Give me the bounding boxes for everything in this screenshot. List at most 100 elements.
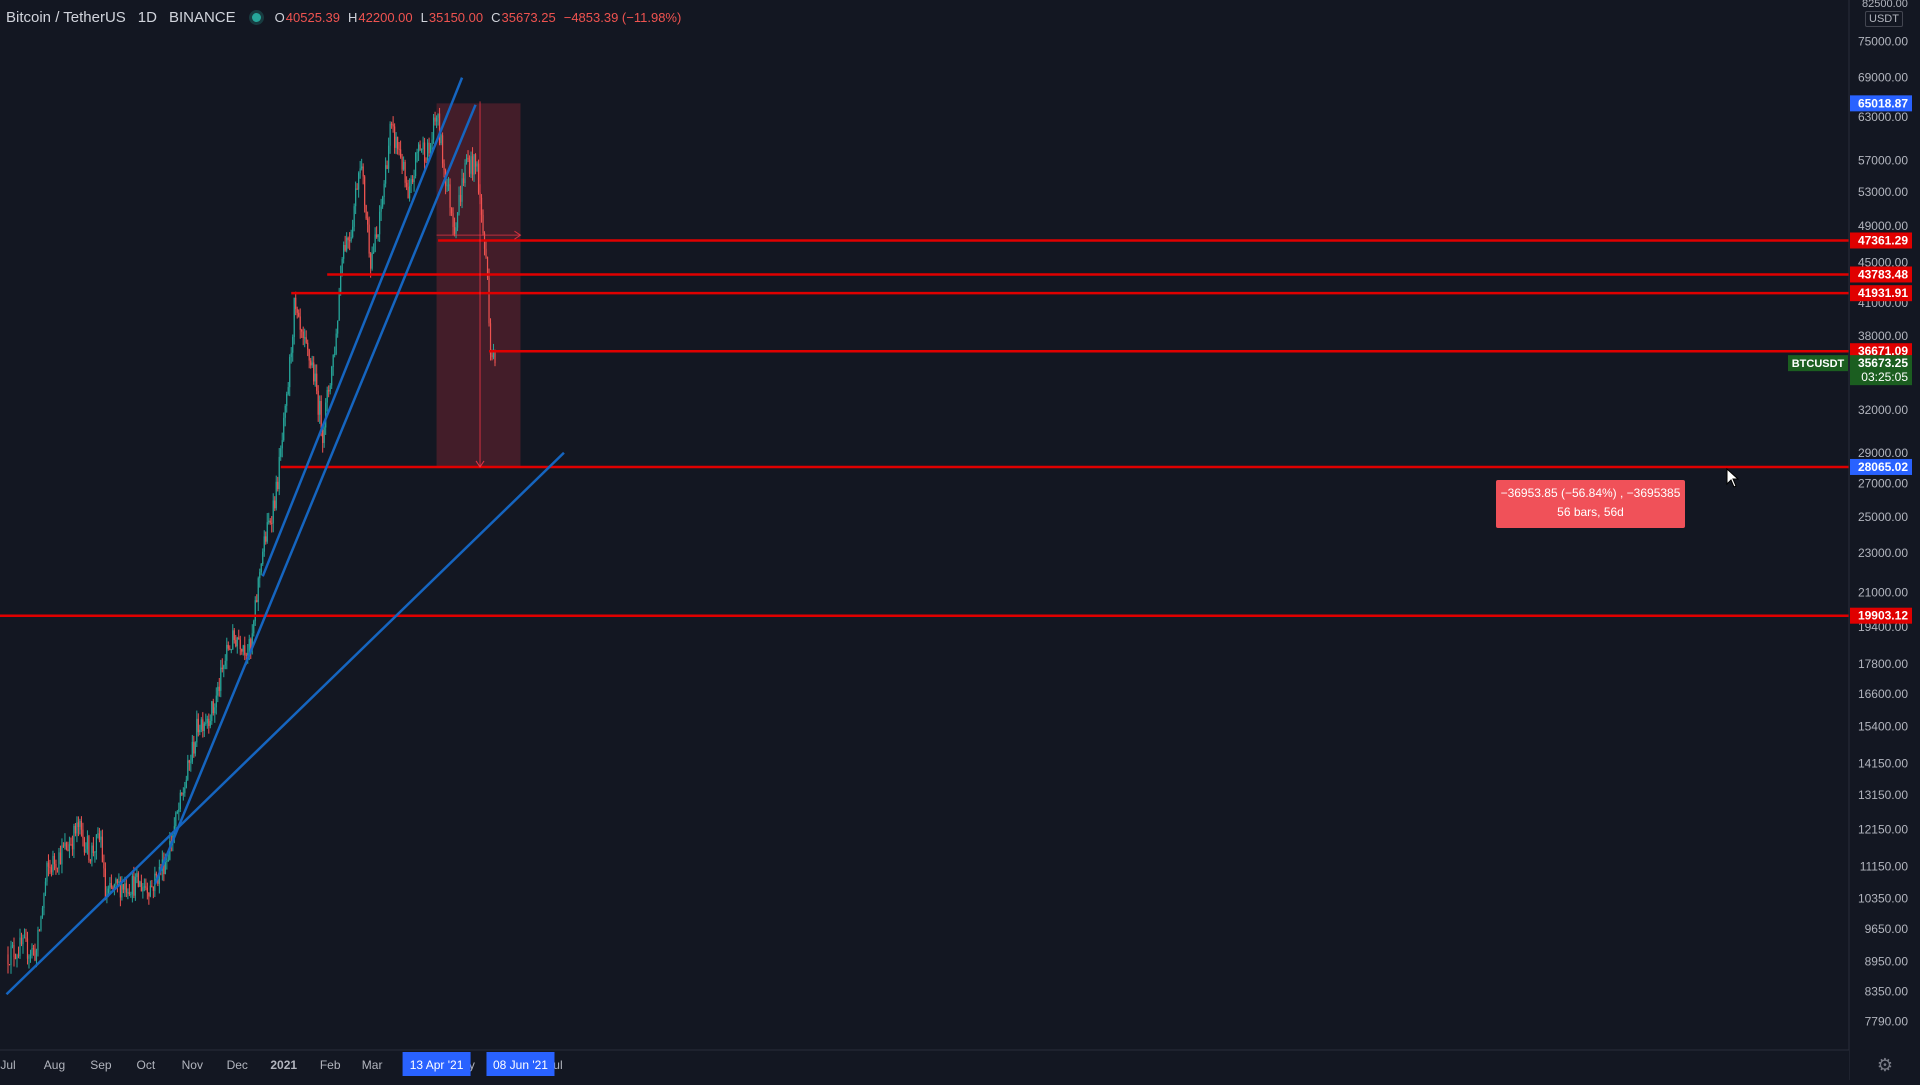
candle-body xyxy=(109,882,111,889)
candle-body xyxy=(443,163,445,171)
candle-body xyxy=(465,157,468,163)
horizontal-levels[interactable] xyxy=(0,239,1849,617)
candle-body xyxy=(70,844,72,846)
candle-body xyxy=(480,197,483,215)
candle-body xyxy=(137,873,139,887)
measure-zone-fill xyxy=(436,103,521,467)
candle-body xyxy=(397,136,399,149)
time-axis[interactable] xyxy=(0,1050,1849,1080)
y-tick-label: 10350.00 xyxy=(1858,892,1908,906)
candle-body xyxy=(212,701,214,714)
price-mark-bg xyxy=(1850,285,1912,302)
candle-body xyxy=(52,855,54,873)
candle-body xyxy=(428,142,430,154)
candle-body xyxy=(310,360,312,366)
candle-body xyxy=(248,639,250,654)
measure-lines xyxy=(436,101,522,468)
candle-body xyxy=(400,149,402,157)
price-marks: 65018.87 47361.29 43783.48 41931.91 36671.09… xyxy=(1788,95,1912,624)
candle-body xyxy=(416,152,418,154)
candle-body xyxy=(489,323,492,355)
candle-body xyxy=(268,520,270,523)
candle-body xyxy=(456,212,459,228)
market-status-icon[interactable] xyxy=(251,12,261,22)
measure-zone xyxy=(436,103,521,467)
candle-body xyxy=(250,639,252,650)
currency-label[interactable]: 82500.00 USDT xyxy=(1862,0,1908,27)
trendline[interactable] xyxy=(261,77,464,577)
candle-body xyxy=(458,194,460,213)
candle-body xyxy=(136,873,138,878)
interval-label[interactable]: 1D xyxy=(137,8,157,26)
candle-body xyxy=(322,429,324,443)
candle-body xyxy=(37,929,39,951)
candle-body xyxy=(446,185,448,187)
candle-body xyxy=(435,117,438,122)
candle-body xyxy=(191,741,193,762)
candle-body xyxy=(112,887,114,890)
candle-body xyxy=(388,145,390,169)
candle-body xyxy=(89,859,92,862)
ticker-symbol-label: BTCUSDT xyxy=(1792,358,1845,370)
candle-body xyxy=(263,536,265,552)
candle-body xyxy=(238,637,240,640)
candle-body xyxy=(17,955,20,957)
candle-body xyxy=(492,352,495,358)
candle-body xyxy=(7,954,9,965)
candle-body xyxy=(83,838,86,853)
candle-body xyxy=(413,175,415,183)
price-mark-label: 65018.87 xyxy=(1858,96,1908,110)
candle-body xyxy=(352,226,354,238)
candle-body xyxy=(233,630,235,641)
candle-body xyxy=(32,948,35,950)
candle-body xyxy=(410,178,412,187)
candle-body xyxy=(452,213,454,227)
candle-body xyxy=(22,937,24,945)
trendline[interactable] xyxy=(5,451,565,996)
y-tick-label: 23000.00 xyxy=(1858,546,1908,560)
candle-body xyxy=(103,862,105,869)
candle-body xyxy=(323,427,325,443)
candle-body xyxy=(182,793,184,795)
candle-body xyxy=(151,885,153,888)
candle-body xyxy=(194,742,196,754)
candle-body xyxy=(155,873,157,876)
candle-body xyxy=(370,253,372,269)
trendline[interactable] xyxy=(153,104,477,885)
candle-body xyxy=(94,852,96,854)
price-axis[interactable] xyxy=(1849,0,1920,1080)
candle-body xyxy=(221,667,223,669)
candle-body xyxy=(134,877,136,896)
price-mark-label: 36671.09 xyxy=(1858,344,1908,358)
symbol-name[interactable]: Bitcoin / TetherUS xyxy=(6,8,126,26)
candle-body xyxy=(148,892,150,897)
price-mark-bg xyxy=(1850,458,1912,475)
price-mark-label: 19903.12 xyxy=(1858,609,1908,623)
candle-body xyxy=(298,312,300,317)
candle-body xyxy=(176,811,178,813)
candle-body xyxy=(41,908,44,917)
candle-body xyxy=(486,256,489,278)
candle-body xyxy=(166,860,168,863)
candle-body xyxy=(232,630,234,650)
candle-body xyxy=(74,825,77,834)
candle-body xyxy=(122,884,124,890)
gear-icon[interactable]: ⚙ xyxy=(1876,1055,1894,1075)
candle-body xyxy=(25,937,27,939)
candle-body xyxy=(178,808,180,812)
y-tick-label: 11150.00 xyxy=(1860,859,1909,873)
candle-body xyxy=(100,836,102,840)
ohlc-close-key: C xyxy=(491,9,501,25)
candle-body xyxy=(71,844,74,850)
trendlines[interactable] xyxy=(5,77,565,996)
price-mark-bg xyxy=(1850,95,1912,112)
y-tick-label: 32000.00 xyxy=(1858,403,1908,417)
candle-body xyxy=(187,760,189,780)
candle-body xyxy=(438,113,441,144)
ohlc-open-value: 40525.39 xyxy=(285,9,341,25)
y-tick-label: 12150.00 xyxy=(1858,822,1908,836)
candle-body xyxy=(10,946,12,965)
candle-body xyxy=(379,211,381,235)
